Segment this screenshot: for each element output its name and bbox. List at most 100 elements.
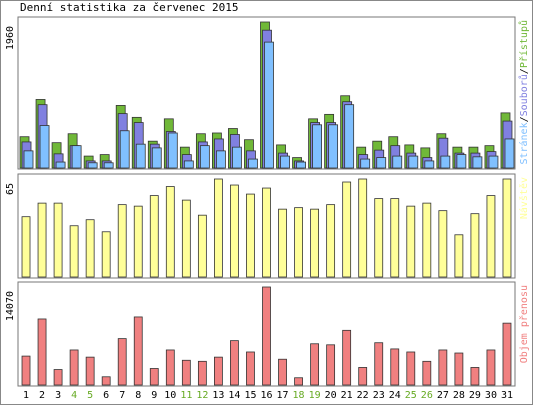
bar: [230, 184, 239, 278]
bar: [360, 158, 371, 169]
x-tick-label: 15: [244, 390, 256, 401]
bar: [392, 155, 403, 169]
x-tick-label: 28: [453, 390, 465, 401]
x-tick-label: 9: [151, 390, 157, 401]
bar: [438, 210, 448, 278]
bar: [278, 208, 287, 278]
bar: [214, 356, 223, 386]
bar: [165, 349, 175, 386]
bar: [358, 367, 368, 386]
bar: [197, 214, 207, 278]
bar: [406, 205, 416, 278]
bar: [69, 349, 79, 386]
bar: [504, 138, 515, 169]
x-tick-label: 1: [23, 390, 29, 401]
x-tick-label: 11: [180, 390, 192, 401]
x-tick-label: 26: [421, 390, 433, 401]
bar: [101, 231, 111, 278]
x-tick-label: 17: [277, 390, 289, 401]
x-tick-label: 19: [309, 390, 321, 401]
bar: [181, 199, 191, 278]
x-tick-label: 14: [228, 390, 240, 401]
bar: [53, 369, 63, 386]
bar: [21, 216, 31, 278]
x-tick-label: 18: [293, 390, 305, 401]
bar: [342, 181, 352, 278]
bar: [358, 178, 368, 278]
bar: [486, 349, 496, 386]
x-tick-label: 5: [87, 390, 93, 401]
legend-entry: Souborů: [518, 74, 530, 116]
bar: [103, 162, 114, 169]
bar: [248, 158, 258, 169]
bar: [117, 338, 127, 386]
bar: [294, 377, 303, 386]
x-tick-label: 22: [357, 390, 369, 401]
x-tick-label: 27: [437, 390, 449, 401]
bar: [488, 155, 499, 169]
bar: [328, 124, 339, 169]
y-tick-label: 14070: [5, 291, 16, 321]
bar: [312, 124, 322, 169]
x-tick-label: 13: [212, 390, 224, 401]
bar: [183, 160, 194, 169]
x-tick-label: 25: [405, 390, 417, 401]
legend-entry: Objem přenosu: [518, 285, 530, 363]
bar: [486, 195, 496, 278]
bar: [135, 143, 146, 169]
bar: [85, 219, 95, 278]
bar: [37, 318, 47, 386]
legend-separator: /: [519, 68, 530, 74]
panel: [17, 16, 516, 170]
bar: [181, 359, 191, 386]
bar: [296, 161, 306, 169]
chart-title: Denní statistika za červenec 2015: [20, 1, 239, 14]
bar: [133, 316, 143, 386]
legend-separator: /: [519, 116, 530, 122]
bar: [294, 207, 303, 278]
bar: [326, 204, 336, 278]
x-tick-label: 16: [260, 390, 272, 401]
bar: [470, 367, 480, 386]
legend: Návštěv: [518, 177, 530, 219]
bar: [438, 349, 448, 386]
bar: [502, 178, 512, 278]
x-tick-label: 12: [196, 390, 208, 401]
bar: [37, 202, 47, 278]
x-tick-label: 23: [373, 390, 385, 401]
bar: [214, 178, 223, 278]
bar: [374, 342, 384, 386]
bar: [422, 360, 432, 386]
panel: [17, 281, 516, 387]
panel: [17, 173, 516, 279]
bar: [280, 155, 290, 169]
x-tick-label: 3: [55, 390, 61, 401]
bar: [167, 132, 178, 169]
x-tick-label: 8: [135, 390, 141, 401]
bar: [232, 146, 242, 169]
bar: [246, 351, 255, 386]
x-tick-label: 20: [325, 390, 337, 401]
bar: [344, 104, 355, 169]
bar: [376, 157, 387, 169]
x-tick-label: 21: [341, 390, 353, 401]
bar: [87, 162, 98, 169]
bar: [117, 204, 127, 278]
bar: [199, 145, 210, 169]
bar: [456, 154, 467, 169]
bar: [470, 213, 480, 278]
bar: [71, 145, 82, 169]
bar: [262, 286, 271, 386]
bar: [406, 351, 416, 386]
y-tick-label: 1960: [5, 26, 16, 50]
bar: [55, 161, 66, 169]
bar: [21, 355, 31, 386]
bar: [197, 360, 207, 386]
bar: [390, 348, 400, 386]
x-tick-label: 2: [39, 390, 45, 401]
bar: [310, 208, 319, 278]
bar: [85, 356, 95, 386]
legend-entry: Přístupů: [518, 20, 530, 68]
x-tick-label: 29: [469, 390, 481, 401]
